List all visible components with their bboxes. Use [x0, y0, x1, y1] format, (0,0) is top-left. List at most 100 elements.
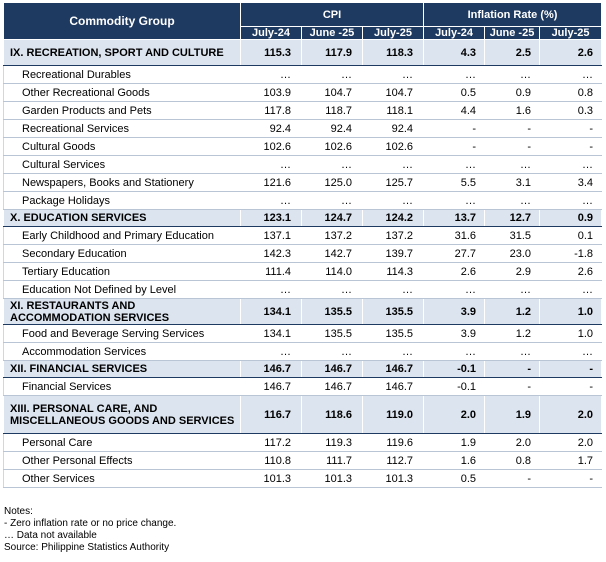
cpi-value: 104.7	[361, 83, 425, 102]
inflation-rate-value: 13.7	[423, 209, 486, 227]
cpi-value: 103.9	[240, 83, 302, 102]
table-row: Other Services 101.3 101.3 101.3 0.5- -	[3, 469, 603, 488]
inflation-rate-value: -	[539, 137, 603, 156]
table-row: Cultural Goods 102.6 102.6 102.6- - -	[3, 137, 603, 156]
header-cpi: CPI	[239, 2, 425, 27]
inflation-rate-value: 2.6	[423, 262, 486, 281]
item-name: Recreational Durables	[3, 65, 241, 84]
item-name: Personal Care	[3, 433, 241, 452]
inflation-rate-value: 0.9	[539, 209, 603, 227]
cpi-value: 114.3	[361, 262, 425, 281]
inflation-rate-value: 1.7	[539, 451, 603, 470]
inflation-rate-value: 3.4	[539, 173, 603, 192]
cpi-value: 142.7	[301, 244, 363, 263]
cpi-value: 92.4	[240, 119, 302, 138]
group-name: XII. FINANCIAL SERVICES	[3, 360, 241, 378]
inflation-rate-value: …	[539, 342, 603, 361]
item-name: Cultural Services	[3, 155, 241, 174]
inflation-rate-value: -	[423, 137, 486, 156]
table-row: Accommodation Services………………	[3, 342, 603, 361]
inflation-rate-value: 12.7	[484, 209, 541, 227]
cpi-value: 146.7	[240, 377, 302, 396]
table-row: Tertiary Education 111.4 114.0 114.3 2.6 2.9 2…	[3, 262, 603, 281]
table-row: Recreational Services 92.4 92.4 92.4- - -	[3, 119, 603, 138]
inflation-rate-value: 3.1	[484, 173, 541, 192]
cpi-value: 135.5	[301, 298, 363, 325]
cpi-value: 119.0	[361, 395, 425, 434]
cpi-value: 92.4	[361, 119, 425, 138]
item-name: Garden Products and Pets	[3, 101, 241, 120]
cpi-value: 137.2	[361, 226, 425, 245]
table-row: Other Personal Effects 110.8 111.7 112.7 1.6…	[3, 451, 603, 470]
table-row: Secondary Education 142.3 142.7 139.7 27.7 23…	[3, 244, 603, 263]
inflation-rate-value: …	[484, 155, 541, 174]
table-row: Recreational Durables………………	[3, 65, 603, 84]
cpi-value: 125.7	[361, 173, 425, 192]
cpi-value: 146.7	[361, 377, 425, 396]
cpi-value: 121.6	[240, 173, 302, 192]
cpi-value: 111.7	[301, 451, 363, 470]
header-inflation-rate: Inflation Rate (%)	[423, 2, 603, 27]
inflation-rate-value: 2.9	[484, 262, 541, 281]
cpi-value: …	[240, 65, 302, 84]
inflation-rate-value: 0.3	[539, 101, 603, 120]
inflation-rate-value: 0.8	[484, 451, 541, 470]
group-row: XIII. PERSONAL CARE, AND MISCELLANEOUS G…	[3, 395, 603, 434]
inflation-rate-value: …	[539, 65, 603, 84]
cpi-value: 101.3	[361, 469, 425, 488]
inflation-rate-value: …	[423, 342, 486, 361]
inflation-rate-value: 4.3	[423, 39, 486, 66]
inflation-rate-value: 27.7	[423, 244, 486, 263]
inflation-rate-value: 0.8	[539, 83, 603, 102]
cpi-value: 134.1	[240, 324, 302, 343]
cpi-value: 101.3	[240, 469, 302, 488]
cpi-value: 119.6	[361, 433, 425, 452]
cpi-value: 137.1	[240, 226, 302, 245]
inflation-rate-value: 1.0	[539, 324, 603, 343]
inflation-rate-value: 3.9	[423, 324, 486, 343]
cpi-value: 117.8	[240, 101, 302, 120]
cpi-value: 102.6	[301, 137, 363, 156]
cpi-value: 119.3	[301, 433, 363, 452]
cpi-value: …	[301, 280, 363, 299]
cpi-value: 102.6	[240, 137, 302, 156]
inflation-rate-value: …	[539, 191, 603, 210]
cpi-value: 146.7	[301, 360, 363, 378]
cpi-value: 115.3	[240, 39, 302, 66]
cpi-value: 139.7	[361, 244, 425, 263]
table-row: Early Childhood and Primary Education 137…	[3, 226, 603, 245]
inflation-rate-value: -	[484, 119, 541, 138]
cpi-value: 134.1	[240, 298, 302, 325]
inflation-rate-value: -	[539, 360, 603, 378]
cpi-value: 117.2	[240, 433, 302, 452]
inflation-rate-value: -	[423, 119, 486, 138]
inflation-rate-value: -	[484, 377, 541, 396]
inflation-rate-value: -	[539, 377, 603, 396]
cpi-value: …	[361, 191, 425, 210]
inflation-rate-value: 2.6	[539, 39, 603, 66]
cpi-value: 137.2	[301, 226, 363, 245]
cpi-value: …	[361, 65, 425, 84]
inflation-rate-value: -	[484, 469, 541, 488]
cpi-value: 124.2	[361, 209, 425, 227]
inflation-rate-value: 0.5	[423, 83, 486, 102]
cpi-value: 146.7	[301, 377, 363, 396]
inflation-rate-value: -1.8	[539, 244, 603, 263]
inflation-rate-value: 2.0	[423, 395, 486, 434]
inflation-rate-value: -	[484, 360, 541, 378]
cpi-value: 116.7	[240, 395, 302, 434]
item-name: Secondary Education	[3, 244, 241, 263]
inflation-rate-value: 3.9	[423, 298, 486, 325]
inflation-rate-value: …	[423, 191, 486, 210]
item-name: Financial Services	[3, 377, 241, 396]
cpi-value: 102.6	[361, 137, 425, 156]
inflation-rate-value: -	[539, 119, 603, 138]
cpi-value: 125.0	[301, 173, 363, 192]
header-rate-period-1: July-24	[423, 26, 486, 40]
cpi-value: 118.1	[361, 101, 425, 120]
item-name: Accommodation Services	[3, 342, 241, 361]
cpi-value: 123.1	[240, 209, 302, 227]
group-row: IX. RECREATION, SPORT AND CULTURE 115.3 11…	[3, 39, 603, 66]
inflation-rate-value: …	[484, 280, 541, 299]
cpi-value: 114.0	[301, 262, 363, 281]
